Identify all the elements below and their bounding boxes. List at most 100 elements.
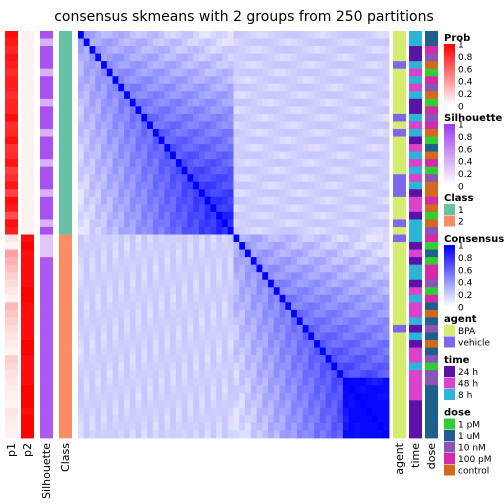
matrix-cell	[89, 309, 96, 318]
matrix-cell	[170, 76, 177, 85]
matrix-cell	[302, 340, 309, 348]
matrix-cell	[158, 392, 165, 401]
matrix-cell	[371, 407, 378, 416]
matrix-cell	[360, 106, 367, 115]
matrix-cell	[262, 392, 269, 401]
matrix-cell	[216, 31, 223, 39]
matrix-cell	[221, 385, 229, 394]
matrix-cell	[164, 392, 171, 401]
matrix-cell	[124, 407, 131, 416]
matrix-cell	[187, 219, 194, 228]
matrix-cell	[239, 400, 246, 409]
matrix-cell	[291, 400, 298, 409]
matrix-cell	[331, 46, 338, 55]
matrix-cell	[342, 347, 350, 356]
matrix-cell	[152, 370, 160, 379]
matrix-cell	[198, 415, 206, 424]
matrix-cell	[129, 294, 136, 303]
matrix-cell	[245, 287, 252, 296]
matrix-cell	[198, 83, 206, 92]
matrix-cell	[296, 121, 304, 130]
matrix-cell	[141, 302, 148, 311]
matrix-cell	[291, 68, 298, 77]
matrix-cell	[106, 53, 113, 62]
matrix-cell	[291, 257, 298, 266]
matrix-cell	[279, 144, 286, 152]
matrix-cell	[291, 407, 298, 416]
matrix-cell	[325, 302, 332, 311]
matrix-cell	[95, 226, 102, 235]
matrix-cell	[250, 226, 257, 235]
matrix-cell	[216, 83, 223, 92]
matrix-cell	[89, 53, 96, 62]
matrix-cell	[291, 174, 298, 183]
matrix-cell	[285, 249, 292, 258]
legend-gradient-step	[444, 136, 455, 139]
matrix-cell	[95, 279, 102, 288]
matrix-cell	[181, 91, 188, 100]
matrix-cell	[193, 76, 200, 85]
matrix-cell	[152, 332, 160, 341]
matrix-cell	[141, 377, 148, 386]
matrix-cell	[216, 121, 223, 130]
matrix-cell	[331, 211, 338, 220]
matrix-cell	[239, 128, 246, 137]
matrix-cell	[124, 76, 131, 85]
matrix-cell	[233, 234, 240, 243]
p2-track-cell	[21, 272, 34, 281]
matrix-cell	[95, 264, 102, 273]
matrix-cell	[210, 430, 217, 439]
matrix-cell	[106, 76, 113, 85]
matrix-cell	[256, 242, 263, 250]
matrix-cell	[291, 83, 298, 92]
matrix-cell	[285, 68, 292, 77]
matrix-cell	[227, 136, 234, 145]
matrix-cell	[135, 68, 142, 77]
matrix-cell	[95, 106, 102, 115]
matrix-cell	[348, 347, 355, 356]
matrix-cell	[204, 324, 211, 333]
matrix-cell	[101, 98, 108, 107]
matrix-cell	[164, 98, 171, 107]
matrix-cell	[325, 68, 332, 77]
matrix-cell	[377, 324, 384, 333]
matrix-cell	[262, 136, 269, 145]
matrix-cell	[135, 211, 142, 220]
matrix-cell	[83, 61, 90, 70]
matrix-cell	[256, 234, 263, 243]
matrix-cell	[365, 340, 373, 348]
matrix-cell	[250, 68, 257, 77]
matrix-cell	[371, 257, 378, 266]
matrix-cell	[101, 83, 108, 92]
matrix-cell	[118, 332, 125, 341]
class-track-cell	[59, 347, 72, 356]
matrix-cell	[256, 226, 263, 235]
matrix-cell	[239, 332, 246, 341]
matrix-cell	[210, 128, 217, 137]
matrix-cell	[124, 272, 131, 281]
matrix-cell	[233, 355, 240, 364]
matrix-cell	[221, 294, 229, 303]
time-track-cell	[409, 46, 422, 55]
matrix-cell	[164, 242, 171, 250]
matrix-cell	[135, 136, 142, 145]
matrix-cell	[296, 430, 304, 439]
legend-gradient-step	[444, 66, 455, 70]
matrix-cell	[152, 83, 160, 92]
matrix-cell	[319, 407, 327, 416]
matrix-cell	[198, 31, 206, 39]
matrix-cell	[342, 46, 350, 55]
matrix-cell	[325, 317, 332, 326]
matrix-cell	[250, 400, 257, 409]
matrix-cell	[337, 422, 344, 431]
legend-gradient-step	[444, 259, 455, 263]
matrix-cell	[331, 98, 338, 107]
dose-track-cell	[425, 332, 438, 341]
matrix-cell	[129, 83, 136, 92]
class-track-cell	[59, 362, 72, 371]
matrix-cell	[239, 219, 246, 228]
matrix-cell	[268, 151, 275, 160]
matrix-cell	[101, 128, 108, 137]
matrix-cell	[337, 46, 344, 55]
matrix-cell	[348, 400, 355, 409]
